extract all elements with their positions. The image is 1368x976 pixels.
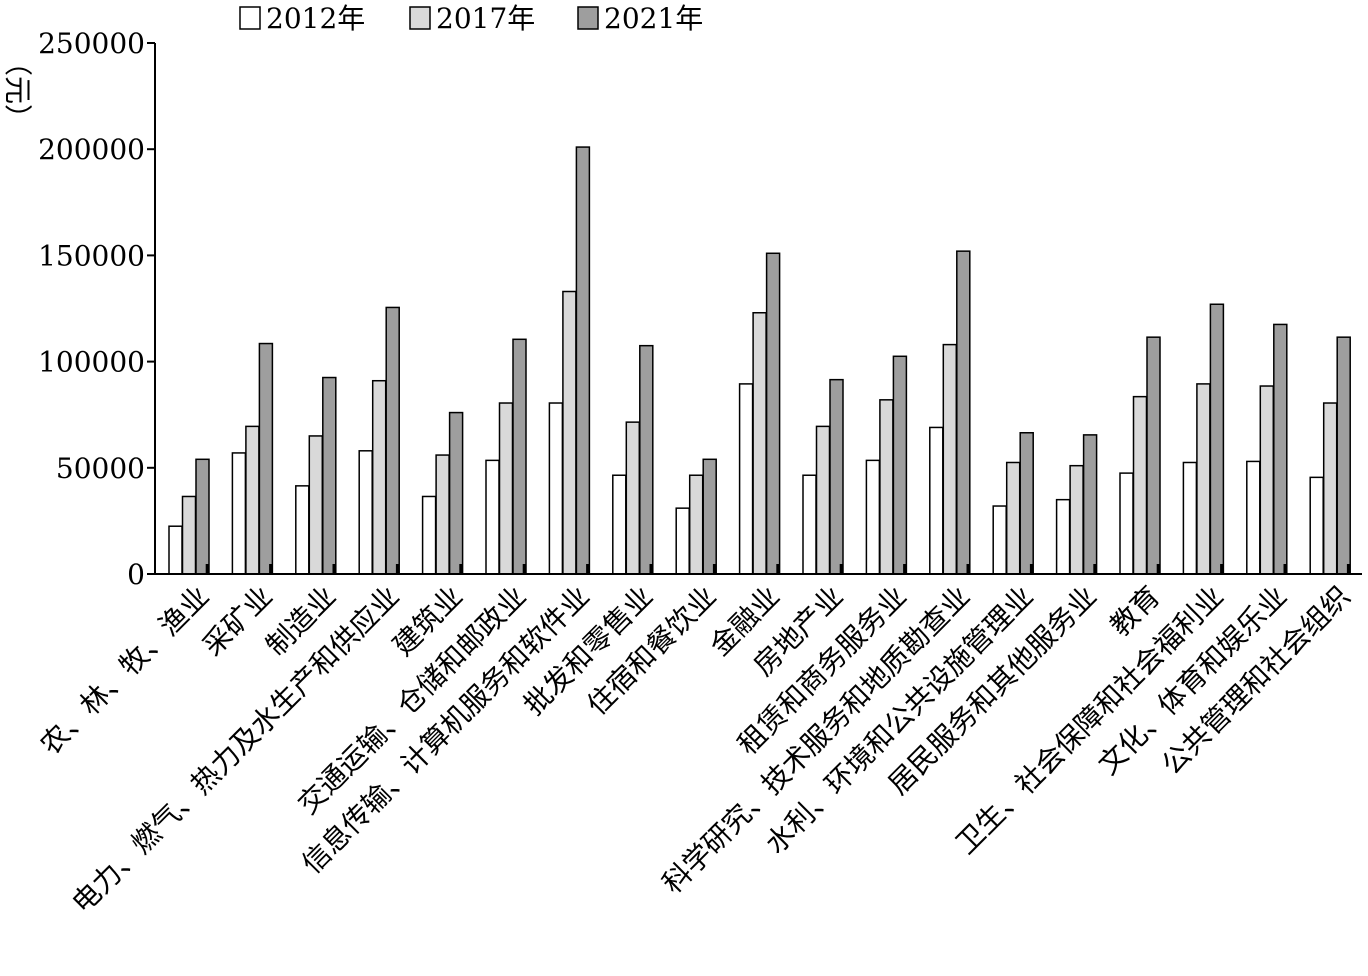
- legend-label: 2012年: [266, 2, 365, 35]
- bar-1-2: [231, 452, 247, 575]
- bar-2-19: [1322, 402, 1338, 575]
- bar-3-7: [575, 146, 591, 575]
- bar-2-2: [245, 425, 260, 575]
- bar-3-10: [765, 252, 781, 575]
- y-tick-label: 100000: [38, 346, 145, 379]
- bar-2-12: [879, 399, 894, 575]
- bar-3-15: [1082, 434, 1098, 575]
- category-label: 采矿业: [196, 580, 279, 663]
- bar-3-14: [1019, 432, 1034, 575]
- legend-swatch: [577, 6, 599, 30]
- legend: 2012年 2017年 2021年: [239, 2, 703, 35]
- legend-swatch: [239, 6, 261, 30]
- y-tick-label: 250000: [38, 27, 145, 60]
- bar-2-1: [181, 495, 197, 575]
- y-tick-label: 200000: [38, 133, 145, 166]
- bar-1-7: [548, 402, 564, 575]
- bar-2-6: [498, 402, 514, 575]
- bar-3-13: [956, 250, 971, 575]
- y-tick-label: 150000: [38, 239, 145, 272]
- bar-3-8: [639, 344, 654, 575]
- bar-2-9: [688, 474, 704, 575]
- bar-2-13: [942, 343, 958, 575]
- bar-2-16: [1132, 395, 1148, 575]
- bar-1-11: [802, 474, 817, 575]
- bar-3-16: [1146, 336, 1161, 575]
- legend-label: 2017年: [436, 2, 535, 35]
- bar-1-18: [1246, 460, 1261, 575]
- bar-3-9: [702, 458, 717, 575]
- y-axis: 0 50000 100000 150000 200000 250000: [38, 27, 156, 591]
- bar-3-19: [1336, 336, 1351, 575]
- y-tick-label: 0: [127, 558, 145, 591]
- bar-2-17: [1196, 383, 1211, 575]
- bar-2-5: [435, 454, 450, 575]
- bar-1-3: [295, 485, 310, 575]
- bar-3-18: [1273, 323, 1288, 575]
- bar-1-10: [738, 383, 754, 575]
- bar-3-11: [829, 378, 844, 575]
- legend-label: 2021年: [604, 2, 703, 35]
- legend-swatch: [409, 6, 431, 30]
- bar-1-16: [1119, 472, 1134, 575]
- bar-3-3: [322, 376, 337, 575]
- bar-3-6: [512, 338, 527, 575]
- bar-1-1: [168, 525, 183, 575]
- bar-2-4: [371, 379, 387, 575]
- bar-3-4: [385, 306, 400, 575]
- bar-2-11: [815, 425, 831, 575]
- category-label: 农、林、牧、渔业: [34, 580, 216, 762]
- y-tick-label: 50000: [56, 452, 145, 485]
- bar-2-3: [308, 435, 324, 575]
- bar-2-14: [1005, 461, 1021, 575]
- bar-1-9: [675, 507, 690, 575]
- bar-3-12: [892, 355, 908, 575]
- bar-1-17: [1182, 461, 1198, 575]
- bar-2-8: [625, 421, 641, 575]
- bar-1-13: [929, 426, 944, 575]
- bar-2-10: [752, 311, 767, 575]
- bar-3-2: [258, 342, 274, 575]
- bar-2-18: [1259, 385, 1275, 575]
- category-labels: 农、林、牧、渔业采矿业制造业电力、燃气、热力及水生产和供应业建筑业交通运输、仓储…: [34, 580, 1357, 920]
- bar-3-17: [1209, 303, 1225, 575]
- bar-1-4: [358, 450, 373, 575]
- x-axis: [155, 564, 1362, 575]
- bar-1-5: [421, 495, 437, 575]
- bar-1-8: [612, 474, 627, 575]
- bar-1-15: [1055, 498, 1071, 575]
- bar-1-6: [485, 459, 500, 575]
- bar-1-14: [992, 505, 1007, 575]
- bar-2-15: [1069, 464, 1084, 575]
- bar-1-19: [1309, 476, 1324, 575]
- y-axis-label: （元）: [1, 48, 34, 132]
- bar-1-12: [865, 459, 881, 575]
- bars: [168, 146, 1351, 575]
- bar-2-7: [562, 290, 577, 575]
- bar-3-1: [195, 458, 210, 575]
- bar-3-5: [448, 411, 464, 575]
